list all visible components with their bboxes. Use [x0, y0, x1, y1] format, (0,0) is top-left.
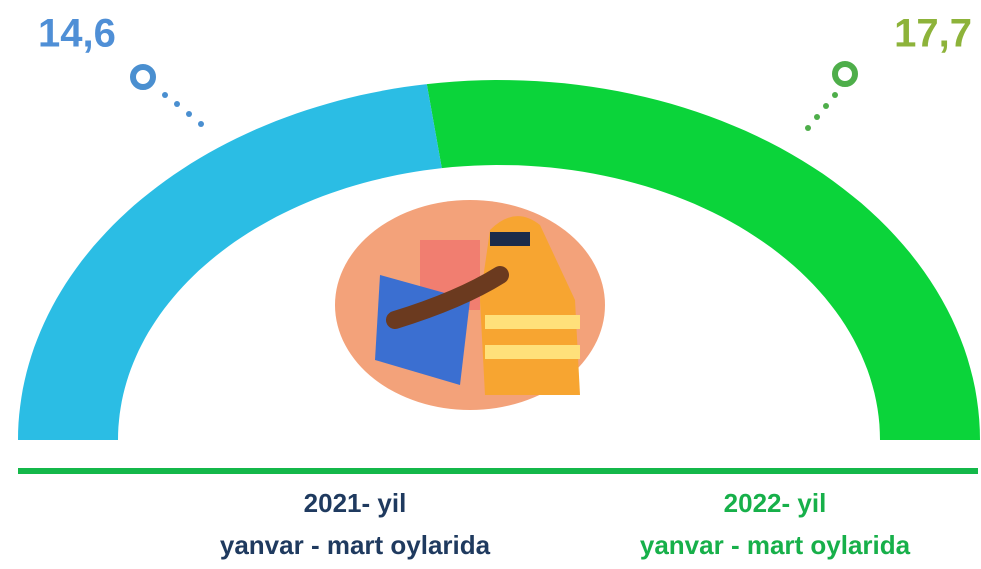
- segment: [426, 80, 980, 440]
- category-label: 2021- yil: [304, 488, 407, 518]
- value-label: 14,6: [38, 12, 116, 56]
- segment: [18, 84, 442, 440]
- illustration: [335, 200, 605, 410]
- category-note: yanvar - mart oylarida: [640, 530, 911, 560]
- category-note: yanvar - mart oylarida: [220, 530, 491, 560]
- value-label: 17,7: [894, 12, 972, 56]
- baseline: [18, 468, 978, 474]
- leader-right: [805, 61, 858, 131]
- category-label: 2022- yil: [724, 488, 827, 518]
- leader-left: [130, 64, 204, 127]
